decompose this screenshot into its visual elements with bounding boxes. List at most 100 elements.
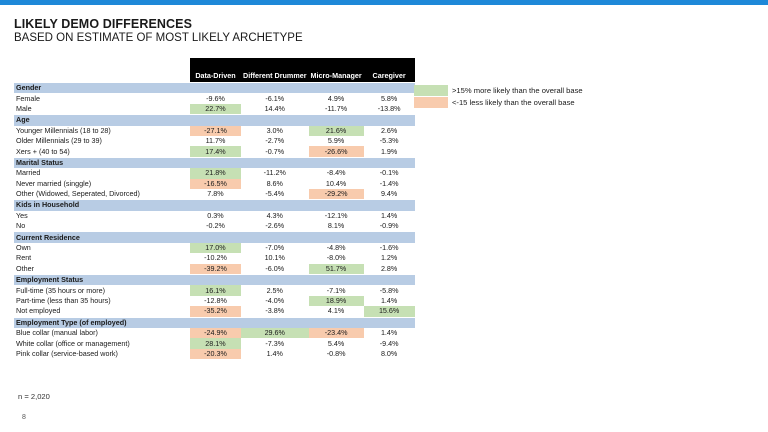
legend-swatch-positive [414, 84, 448, 96]
table-row: Full-time (35 hours or more) 16.1% 2.5% -7.… [14, 285, 415, 296]
value-cell: 5.4% [327, 338, 345, 348]
table-row: Xers + (40 to 54) 17.4% -0.7% -26.6% 1.9% [14, 146, 415, 158]
value-cell: -2.6% [265, 221, 285, 231]
table-row: Other (Widowed, Seperated, Divorced) 7.8%… [14, 188, 415, 200]
section-header-row: Gender [14, 82, 415, 94]
value-cell: -9.6% [206, 93, 225, 103]
value-cell: 10.4% [325, 178, 347, 188]
section-filler-cell [241, 316, 309, 328]
value-cell: -7.3% [265, 338, 285, 348]
table-row: Female -9.6% -6.1% 4.9% 5.8% [14, 93, 415, 103]
column-header: Data-Driven [190, 58, 241, 83]
table-row: Blue collar (manual labor) -24.9% 29.6% -23… [14, 327, 415, 339]
table-row: Other -39.2% -6.0% 51.7% 2.8% [14, 263, 415, 275]
table-row: Male 22.7% 14.4% -11.7% -13.8% [14, 103, 415, 115]
value-cell: -39.2% [190, 263, 241, 275]
value-cell: -7.0% [265, 243, 285, 253]
value-cell: 21.8% [190, 168, 241, 179]
value-cell: -9.4% [379, 338, 399, 348]
row-label: No [16, 221, 26, 231]
value-cell: -3.8% [265, 306, 285, 316]
section-filler-cell [190, 114, 241, 126]
section-filler-cell [241, 114, 309, 126]
table-row: Pink collar (service-based work) -20.3% 1.… [14, 348, 415, 360]
section-filler-cell [308, 274, 364, 286]
value-cell: 17.4% [190, 146, 241, 158]
table-row: Married 21.8% -11.2% -8.4% -0.1% [14, 168, 415, 179]
section-header-row: Kids in Household [14, 199, 415, 211]
header-blank-cell [14, 58, 190, 83]
table-row: Rent -10.2% 10.1% -8.0% 1.2% [14, 253, 415, 263]
value-cell: 9.4% [380, 189, 398, 199]
value-cell: 1.9% [380, 146, 398, 156]
section-filler-cell [241, 199, 309, 211]
row-label: Yes [16, 210, 28, 220]
section-title: Gender [14, 82, 190, 94]
value-cell: -6.0% [265, 263, 285, 273]
section-filler-cell [308, 82, 364, 94]
row-label: Not employed [16, 306, 61, 316]
value-cell: 2.8% [380, 263, 398, 273]
value-cell: -27.1% [190, 125, 241, 136]
value-cell: 0.3% [207, 210, 224, 220]
section-filler-cell [308, 114, 364, 126]
value-cell: 7.8% [207, 189, 224, 199]
value-cell: 1.4% [380, 296, 398, 305]
value-cell: -16.5% [190, 178, 241, 189]
value-cell: -4.0% [265, 296, 285, 305]
section-filler-cell [308, 199, 364, 211]
top-accent-bar [0, 0, 768, 5]
value-cell: -0.1% [379, 168, 399, 178]
value-cell: -24.9% [190, 327, 241, 339]
table-row: Part-time (less than 35 hours) -12.8% -4.0… [14, 295, 415, 307]
section-title: Current Residence [14, 231, 190, 243]
table-row: Never married (singgle) -16.5% 8.6% 10.4% -1… [14, 178, 415, 189]
value-cell: -7.1% [326, 285, 346, 295]
page-number: 8 [22, 414, 26, 421]
section-filler-cell [363, 114, 415, 126]
value-cell: -1.4% [379, 178, 399, 188]
section-filler-cell [190, 231, 241, 243]
section-title: Kids in Household [14, 199, 190, 211]
value-cell: 11.7% [205, 136, 226, 146]
legend-label-negative: <-15 less likely than the overall base [452, 97, 575, 107]
value-cell: -5.3% [379, 136, 399, 146]
value-cell: -12.8% [204, 296, 227, 305]
value-cell: 14.4% [264, 103, 285, 113]
section-title: Age [14, 114, 190, 126]
value-cell: -11.2% [263, 168, 286, 178]
section-filler-cell [308, 231, 364, 243]
section-filler-cell [363, 156, 415, 169]
value-cell: 1.4% [380, 210, 398, 220]
row-label: Own [16, 243, 31, 253]
value-cell: -20.3% [190, 348, 241, 360]
slide-subtitle: BASED ON ESTIMATE OF MOST LIKELY ARCHETY… [14, 32, 303, 44]
slide-title: LIKELY DEMO DIFFERENCES [14, 17, 193, 31]
value-cell: 5.9% [327, 136, 345, 146]
row-label: Xers + (40 to 54) [16, 146, 70, 156]
value-cell: 1.4% [266, 348, 283, 358]
value-cell: 1.4% [380, 328, 398, 338]
value-cell: 16.1% [190, 285, 241, 296]
row-label: Other (Widowed, Seperated, Divorced) [16, 189, 140, 199]
table-row: Not employed -35.2% -3.8% 4.1% 15.6% [14, 306, 415, 318]
row-label: White collar (office or management) [16, 338, 130, 348]
value-cell: 21.6% [308, 125, 364, 136]
table-row: No -0.2% -2.6% 8.1% -0.9% [14, 221, 415, 232]
section-filler-cell [241, 82, 309, 94]
table-row: Own 17.0% -7.0% -4.8% -1.6% [14, 242, 415, 254]
row-label: Never married (singgle) [16, 178, 92, 188]
table-header-row: Data-Driven Different Drummer Micro-Mana… [14, 58, 415, 83]
section-filler-cell [190, 199, 241, 211]
value-cell: -5.4% [265, 189, 285, 199]
value-cell: -26.6% [308, 146, 364, 158]
section-header-row: Employment Type (of employed) [14, 316, 415, 328]
value-cell: 22.7% [190, 103, 241, 115]
row-label: Pink collar (service-based work) [16, 348, 118, 358]
section-header-row: Marital Status [14, 156, 415, 169]
section-filler-cell [190, 316, 241, 328]
section-filler-cell [241, 231, 309, 243]
value-cell: -0.7% [265, 146, 285, 156]
section-title: Employment Status [14, 274, 190, 286]
row-label: Rent [16, 253, 32, 263]
